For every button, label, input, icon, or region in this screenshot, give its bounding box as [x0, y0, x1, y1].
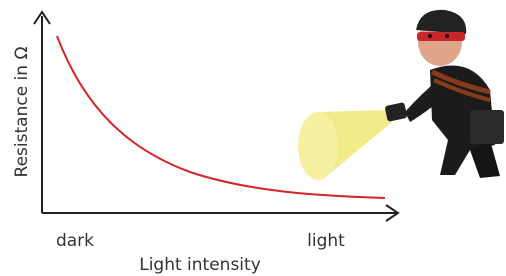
beam-end	[298, 112, 338, 180]
flashlight	[385, 102, 408, 122]
eye	[445, 34, 449, 38]
diagram: Resistance in Ω dark light Light intensi…	[0, 0, 506, 276]
x-label-light: light	[307, 231, 345, 251]
x-axis-label: Light intensity	[139, 255, 261, 275]
cap	[416, 10, 466, 34]
burglar-illustration	[298, 10, 504, 180]
page: {"y_axis_label": "Resistance in Ω", "x_a…	[0, 0, 506, 276]
x-label-dark: dark	[56, 231, 94, 251]
mask	[417, 32, 465, 41]
bag	[470, 110, 504, 144]
eye	[428, 34, 432, 38]
y-axis-label: Resistance in Ω	[12, 47, 32, 178]
